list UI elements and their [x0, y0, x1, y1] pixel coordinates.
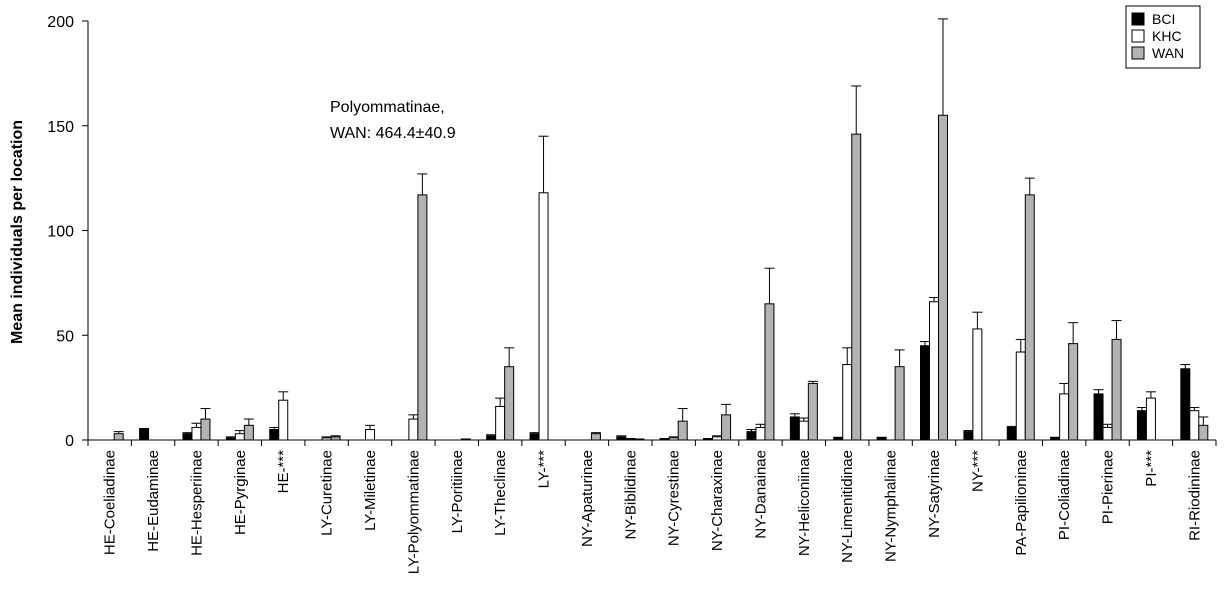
bar-wan [677, 420, 688, 441]
x-tick-label: HE-*** [275, 450, 292, 494]
bar-wan [1198, 424, 1209, 441]
bar-bci [1136, 410, 1147, 441]
bar-wan [894, 366, 905, 441]
bar-wan [113, 433, 124, 441]
x-tick-label: NY-Heliconiinae [796, 450, 813, 556]
bar-khc [1189, 410, 1200, 441]
x-axis: HE-Coeliadinae HE-Eudaminae HE-Hesperiinae… [87, 439, 1217, 574]
x-tick-label: PI-Coliadinae [1056, 450, 1073, 540]
x-tick-label: LY-Polyommatinae [405, 450, 422, 574]
bar-bci [529, 433, 540, 441]
bar-khc [755, 426, 766, 441]
bar-wan [590, 433, 601, 441]
bar-khc [1145, 397, 1156, 441]
bar-bci [269, 429, 280, 441]
x-tick-label: LY-Poritiinae [449, 450, 466, 533]
x-tick-label: NY-Cyrestinae [666, 450, 683, 546]
legend-swatch-khc [1131, 29, 1145, 43]
x-tick-label: HE-Hesperiinae [188, 450, 205, 556]
x-tick-label: PI-*** [1143, 450, 1160, 487]
x-tick-label: NY-Danainae [752, 450, 769, 539]
bar-khc [365, 429, 375, 441]
legend-label-bci: BCI [1152, 11, 1175, 27]
x-tick-label: NY-Charaxinae [709, 450, 726, 551]
legend-label-khc: KHC [1152, 28, 1182, 44]
bar-bci [746, 431, 757, 441]
x-tick-label: PA-Papilioninae [1013, 450, 1030, 556]
y-tick-label: 100 [47, 224, 74, 241]
x-tick-label: LY-Curetinae [319, 450, 336, 536]
bar-khc [495, 405, 506, 441]
legend-swatch-bci [1131, 12, 1145, 26]
y-axis-label: Mean individuals per location [9, 120, 26, 344]
x-tick-label: NY-*** [969, 450, 986, 492]
bar-khc [842, 364, 853, 441]
bar-khc [278, 399, 289, 441]
x-tick-label: PI-Pierinae [1100, 450, 1117, 524]
y-tick-label: 0 [65, 433, 74, 450]
x-tick-label: NY-Apaturinae [579, 450, 596, 547]
bar-khc [1015, 351, 1026, 441]
bar-bci [920, 345, 930, 441]
bar-bci [182, 433, 193, 441]
legend-label-wan: WAN [1152, 45, 1184, 61]
bar-wan [1111, 338, 1122, 441]
x-tick-label: NY-Satyrinae [926, 450, 943, 538]
bar-wan [243, 424, 254, 441]
bar-khc [408, 418, 419, 441]
x-tick-label: LY-*** [536, 450, 553, 489]
x-tick-label: LY-Theclinae [492, 450, 509, 536]
bar-wan [721, 414, 732, 441]
bar-bci [1180, 368, 1191, 441]
bar-khc [234, 433, 245, 441]
bar-wan [417, 194, 428, 441]
x-tick-label: LY-Miletinae [362, 450, 379, 531]
bar-wan [1068, 343, 1079, 441]
bar-bci [139, 429, 150, 441]
x-tick-label: HE-Eudaminae [145, 450, 162, 552]
bar-bci [486, 435, 497, 441]
bar-khc [191, 426, 202, 441]
x-tick-label: NY-Limenitidinae [839, 450, 856, 563]
x-tick-label: NY-Nymphalinae [883, 450, 900, 562]
x-tick-label: HE-Coeliadinae [102, 450, 119, 555]
x-tick-label: NY-Biblidinae [622, 450, 639, 540]
bar-khc [798, 420, 809, 441]
y-tick-label: 150 [47, 119, 74, 136]
annotation-line-1: Polyommatinae, [330, 99, 445, 116]
x-tick-label: RI-Riodininae [1186, 450, 1203, 541]
bars [113, 18, 1209, 441]
bar-wan [504, 366, 515, 441]
y-tick-label: 50 [56, 328, 74, 345]
bar-khc [929, 301, 939, 441]
x-tick-label: HE-Pyrginae [232, 450, 249, 535]
bar-wan [200, 418, 211, 441]
bar-bci [1093, 393, 1104, 441]
bar-khc [1059, 393, 1070, 441]
bar-bci [789, 416, 800, 441]
bar-wan [938, 114, 948, 441]
bar-khc [538, 192, 549, 441]
bar-khc [972, 328, 983, 441]
y-axis: 0 50 100 150 200 [47, 14, 89, 450]
bar-khc [1102, 426, 1113, 441]
bar-bci [1006, 426, 1017, 441]
annotation-line-2: WAN: 464.4±40.9 [330, 125, 456, 142]
bar-wan [1024, 194, 1035, 441]
bar-wan [851, 133, 862, 441]
legend-swatch-wan [1131, 46, 1145, 60]
y-tick-label: 200 [47, 14, 74, 31]
bar-bci [963, 431, 974, 441]
bar-wan [764, 303, 775, 441]
bar-wan [807, 382, 818, 441]
